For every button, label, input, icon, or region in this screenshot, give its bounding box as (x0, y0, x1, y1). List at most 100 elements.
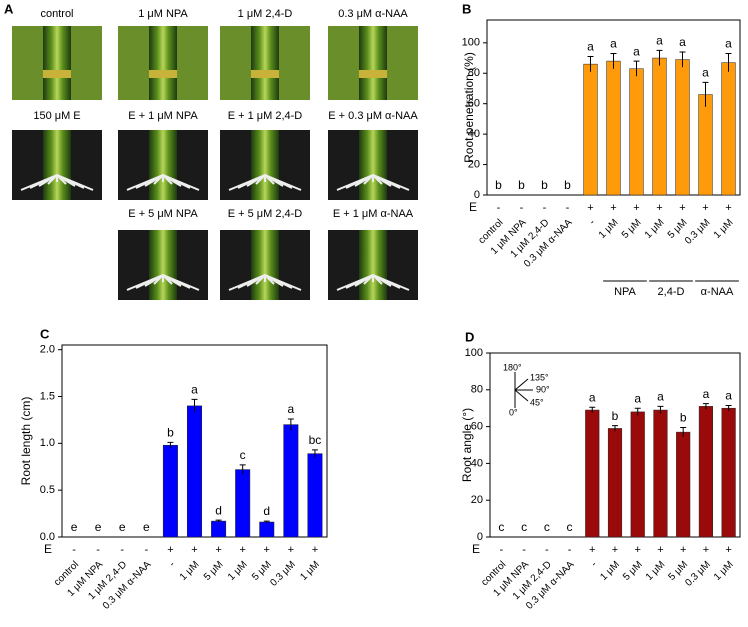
treatment-sign: + (680, 544, 686, 556)
treatment-sign: + (635, 544, 641, 556)
y-tick-label: 40 (471, 457, 483, 469)
significance-letter: a (191, 382, 198, 396)
node (43, 70, 71, 78)
x-tick-label: 1 μM (598, 559, 622, 583)
treatment-sign: - (497, 202, 501, 214)
error-bar (287, 418, 294, 431)
y-axis-label: Root angle (°) (460, 408, 474, 482)
angle-inset (514, 372, 533, 408)
treatment-sign: - (120, 544, 124, 556)
treatment-sign: + (288, 544, 294, 556)
significance-letter: a (702, 66, 709, 80)
error-bar (680, 427, 687, 437)
stem (149, 230, 177, 300)
error-bar (612, 425, 618, 432)
group-label: 2,4-D (658, 286, 685, 298)
root (363, 174, 374, 185)
significance-letter: c (498, 520, 504, 534)
treatment-sign: + (239, 544, 245, 556)
significance-letter: b (541, 178, 548, 192)
error-bar (633, 60, 640, 77)
photo-label: control (40, 8, 73, 20)
x-tick-label: 5 μM (621, 559, 645, 583)
y-tick-label: 60 (471, 421, 483, 433)
error-bar (634, 407, 641, 416)
stem (359, 230, 387, 300)
bar (698, 94, 713, 196)
y-tick-label: 20 (471, 494, 483, 506)
error-bar (589, 406, 596, 413)
x-tick-label: - (167, 559, 177, 569)
photo-label: E + 0.3 μM α-NAA (328, 110, 418, 122)
stem (251, 26, 279, 100)
significance-letter: a (657, 390, 664, 404)
y-tick-label: 2.0 (40, 344, 55, 356)
bar (187, 405, 202, 538)
bar (307, 453, 323, 538)
significance-letter: a (725, 37, 732, 51)
bar (652, 57, 667, 196)
root (372, 274, 410, 291)
significance-letter: e (95, 520, 102, 534)
y-tick-label: 0 (474, 189, 480, 201)
y-tick-label: 60 (468, 98, 480, 110)
y-tick-label: 100 (465, 347, 483, 359)
node (251, 70, 279, 78)
y-tick-label: 0.0 (40, 531, 55, 543)
x-tick-label: - (589, 559, 599, 569)
treatment-sign: - (522, 544, 526, 556)
error-bar (702, 403, 709, 410)
group-label: NPA (614, 286, 636, 298)
significance-letter: a (610, 37, 617, 51)
significance-letter: a (703, 387, 710, 401)
x-tick-label: 1 μM (712, 217, 736, 241)
error-bar (167, 441, 174, 449)
photo-label: 1 μM NPA (138, 8, 188, 20)
significance-letter: d (215, 503, 222, 517)
stem (359, 26, 387, 100)
stem (43, 26, 71, 100)
error-bar (702, 81, 709, 107)
panel-label: A (4, 1, 14, 16)
bar (606, 60, 621, 196)
treatment-sign: + (657, 544, 663, 556)
significance-letter: a (633, 44, 640, 58)
photo-label: 150 μM E (33, 110, 80, 122)
treatment-sign: - (566, 202, 570, 214)
root (56, 174, 94, 191)
x-tick-label: 5 μM (202, 559, 226, 583)
error-bar (610, 52, 617, 69)
x-tick-label: 0.3 μM (683, 559, 713, 589)
treatment-sign: - (568, 544, 572, 556)
treatment-sign: + (191, 544, 197, 556)
bar (676, 431, 691, 538)
bar (630, 411, 645, 538)
significance-letter: c (521, 520, 527, 534)
inset-label: 180° (503, 362, 522, 372)
photo-label: 0.3 μM α-NAA (338, 8, 408, 20)
root (162, 274, 200, 291)
treatment-sign: + (633, 202, 639, 214)
group-label: α-NAA (701, 286, 734, 298)
significance-letter: e (143, 520, 150, 534)
bar (235, 469, 251, 538)
photo-label: E + 1 μM 2,4-D (228, 110, 303, 122)
treatment-label: E (469, 200, 477, 214)
significance-letter: e (119, 520, 126, 534)
treatment-sign: + (215, 544, 221, 556)
bar (583, 63, 598, 196)
significance-letter: e (71, 520, 78, 534)
photo-label: E + 1 μM NPA (128, 110, 198, 122)
x-tick-label: 1 μM (226, 559, 250, 583)
photo-label: E + 1 μM α-NAA (333, 208, 414, 220)
x-tick-label: 1 μM (644, 559, 668, 583)
stem (149, 26, 177, 100)
photo-label: 1 μM 2,4-D (238, 8, 293, 20)
significance-letter: a (589, 390, 596, 404)
bar (629, 68, 644, 196)
bar (607, 428, 623, 538)
x-tick-label: 0.3 μM (268, 559, 298, 589)
treatment-sign: + (679, 202, 685, 214)
significance-letter: b (495, 178, 502, 192)
